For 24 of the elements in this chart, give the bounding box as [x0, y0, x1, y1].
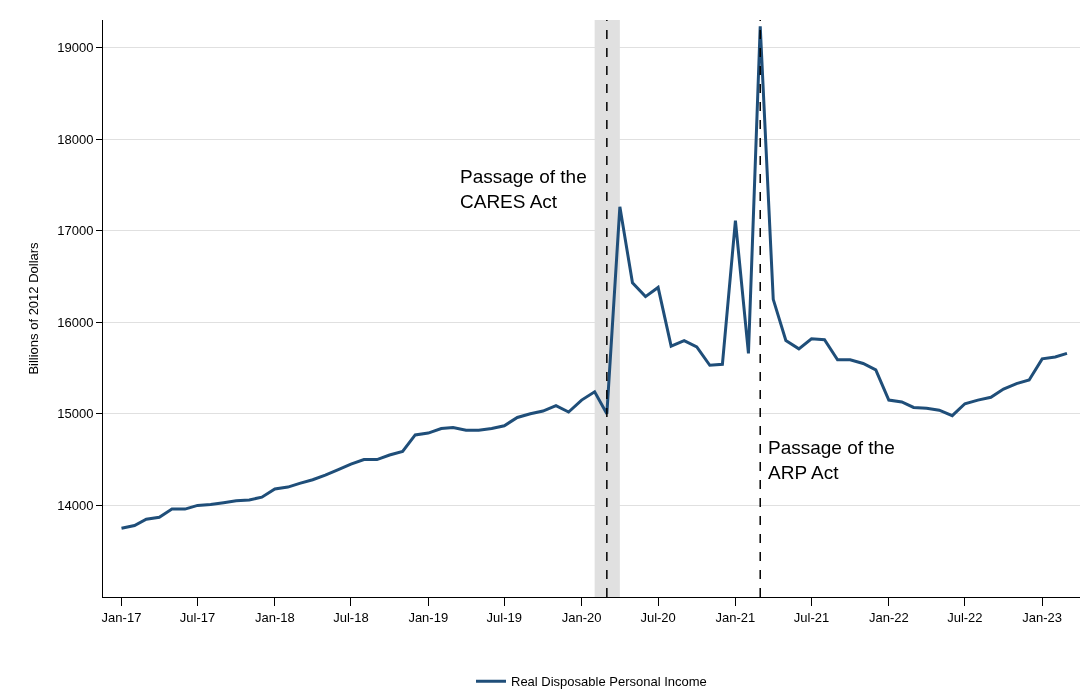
y-tick-label: 18000: [57, 131, 94, 147]
x-tick-label: Jan-19: [408, 609, 449, 625]
ref-line-label: Passage of the CARES Act: [460, 166, 587, 212]
x-tick-label: Jan-23: [1022, 609, 1063, 625]
y-tick-label: 16000: [57, 314, 94, 330]
x-tick-label: Jan-20: [561, 609, 602, 625]
x-tick-label: Jul-21: [793, 609, 830, 625]
y-tick-label: 14000: [57, 497, 94, 513]
x-tick-label: Jul-20: [640, 609, 676, 625]
x-tick-label: Jan-17: [101, 609, 142, 625]
y-axis-title: Billions of 2012 Dollars: [26, 241, 42, 375]
y-tick-label: 19000: [57, 40, 94, 56]
x-tick-label: Jul-17: [179, 609, 216, 625]
x-tick-label: Jan-21: [715, 609, 756, 625]
x-tick-label: Jul-18: [333, 609, 369, 625]
legend-label: Real Disposable Personal Income: [511, 674, 707, 690]
x-tick-label: Jul-19: [486, 609, 523, 625]
line-series: [119, 24, 1069, 530]
y-tick-label: 17000: [57, 223, 94, 239]
x-tick-label: Jan-18: [254, 609, 295, 625]
x-tick-label: Jul-22: [947, 609, 983, 625]
ref-line-label: Passage of the ARP Act: [768, 437, 895, 483]
x-tick-label: Jan-22: [868, 609, 909, 625]
y-tick-label: 15000: [57, 406, 94, 422]
